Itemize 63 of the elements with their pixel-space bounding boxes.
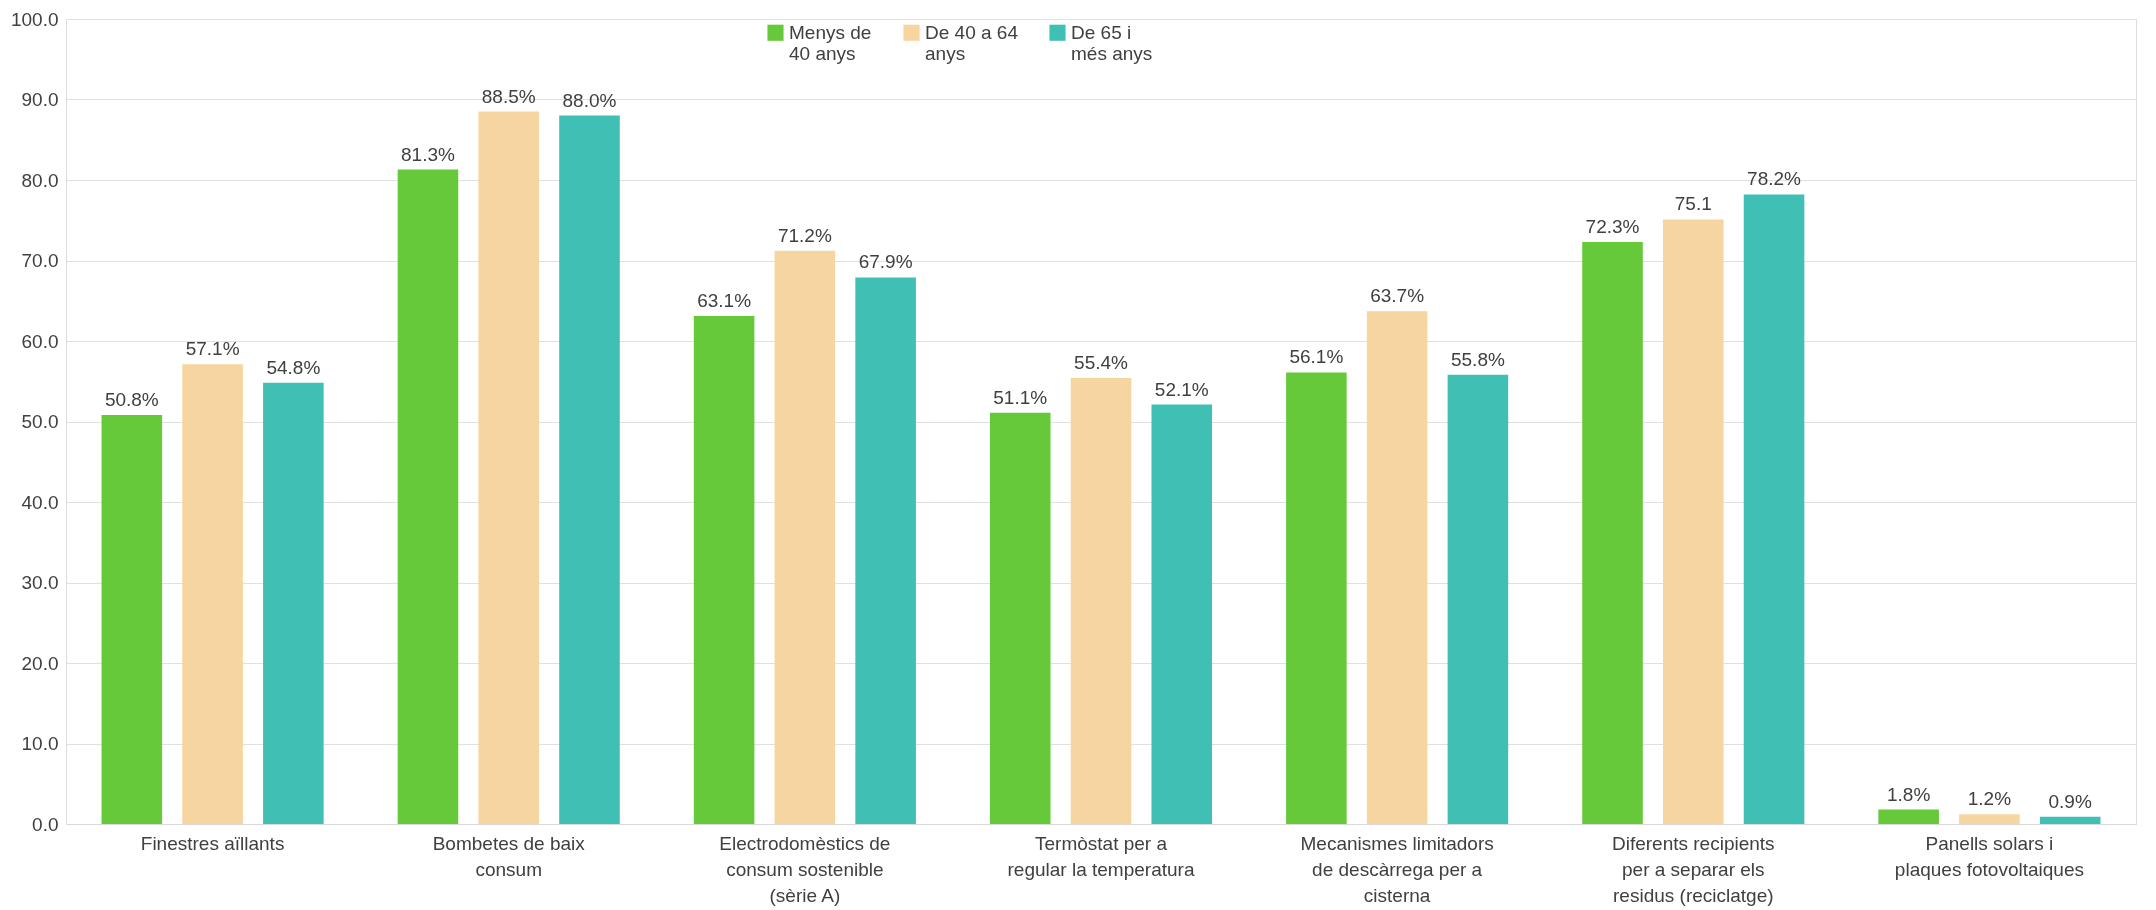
y-tick-label: 50.0 bbox=[21, 411, 59, 432]
data-label: 67.9% bbox=[858, 251, 913, 273]
data-label: 81.3% bbox=[401, 143, 455, 165]
data-label: 1.8% bbox=[1886, 783, 1931, 805]
y-tick-label: 10.0 bbox=[21, 733, 59, 754]
data-label: 55.8% bbox=[1450, 348, 1505, 370]
data-label: 54.8% bbox=[266, 356, 321, 378]
bar bbox=[263, 382, 324, 824]
bar bbox=[1582, 241, 1643, 824]
legend-label: De 65 i més anys bbox=[1071, 21, 1153, 64]
bar bbox=[693, 316, 755, 824]
bar bbox=[2039, 816, 2101, 824]
x-tick-label: Termòstat per a regular la temperatura bbox=[1007, 832, 1195, 880]
data-label: 72.3% bbox=[1585, 215, 1640, 237]
data-label: 63.1% bbox=[697, 290, 752, 312]
bar bbox=[1366, 311, 1428, 824]
y-tick-label: 90.0 bbox=[21, 89, 59, 110]
y-tick-label: 0.0 bbox=[32, 813, 59, 835]
bar bbox=[1662, 219, 1724, 824]
bar bbox=[478, 111, 540, 824]
y-tick-label: 30.0 bbox=[21, 572, 59, 593]
data-label: 88.0% bbox=[562, 89, 617, 111]
data-label: 55.4% bbox=[1074, 352, 1129, 374]
data-label: 63.7% bbox=[1370, 285, 1425, 307]
bar bbox=[1070, 378, 1132, 824]
x-tick-label: Panells solars i plaques fotovoltaiques bbox=[1894, 832, 2084, 880]
bar bbox=[1959, 814, 2020, 824]
data-label: 51.1% bbox=[993, 386, 1048, 408]
data-label: 1.2% bbox=[1967, 788, 2012, 810]
y-tick-label: 100.0 bbox=[10, 8, 59, 30]
x-tick-label: Diferents recipients per a separar els residus (reciclatge) bbox=[1611, 832, 1775, 906]
x-tick-label: Finestres aïllants bbox=[140, 832, 285, 854]
data-label: 88.5% bbox=[481, 85, 536, 107]
bar bbox=[855, 277, 916, 824]
bar bbox=[774, 250, 836, 824]
data-label: 50.8% bbox=[104, 389, 159, 411]
bar bbox=[101, 415, 163, 824]
data-label: 56.1% bbox=[1289, 346, 1344, 368]
bar bbox=[397, 169, 459, 824]
data-label: 75.1 bbox=[1674, 193, 1712, 215]
bar bbox=[1286, 372, 1347, 824]
x-tick-label: Mecanismes limitadors de descàrrega per a cisterna bbox=[1300, 832, 1494, 906]
bar bbox=[182, 364, 243, 824]
x-tick-label: Bombetes de baix consum bbox=[432, 832, 586, 880]
legend-label: De 40 a 64 anys bbox=[925, 21, 1019, 64]
y-tick-label: 20.0 bbox=[21, 652, 59, 674]
x-tick-label: Electrodomèstics de consum sostenible (sèrie A) bbox=[719, 832, 891, 906]
bar bbox=[1151, 404, 1213, 824]
bar bbox=[1743, 194, 1805, 824]
bar bbox=[1447, 374, 1509, 824]
data-label: 52.1% bbox=[1154, 378, 1209, 400]
bar bbox=[559, 115, 620, 824]
legend-label: Menys de 40 anys bbox=[789, 21, 872, 64]
bar bbox=[989, 412, 1051, 824]
data-label: 0.9% bbox=[2048, 790, 2092, 812]
y-tick-label: 70.0 bbox=[21, 250, 59, 271]
y-tick-label: 40.0 bbox=[21, 491, 59, 513]
data-label: 57.1% bbox=[185, 338, 240, 360]
data-label: 78.2% bbox=[1747, 168, 1802, 190]
bar bbox=[1878, 809, 1939, 824]
y-tick-label: 60.0 bbox=[21, 330, 59, 352]
data-label: 71.2% bbox=[777, 224, 832, 246]
y-tick-label: 80.0 bbox=[21, 169, 59, 191]
